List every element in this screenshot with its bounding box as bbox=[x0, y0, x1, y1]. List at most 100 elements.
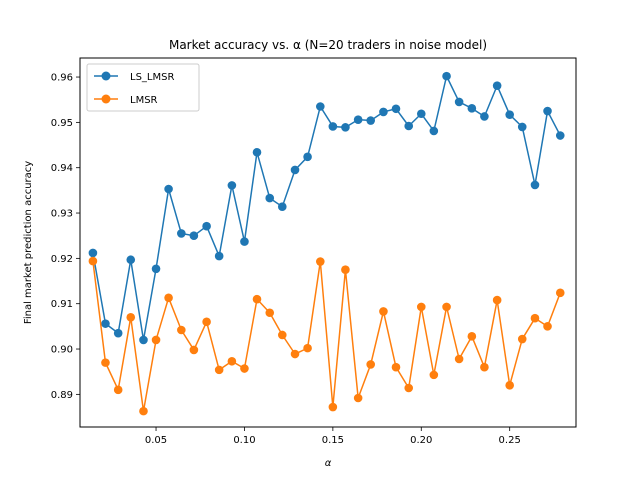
data-point-lmsr bbox=[442, 302, 451, 312]
data-point-ls-lmsr bbox=[454, 97, 464, 107]
data-point-ls-lmsr bbox=[151, 264, 161, 274]
y-tick-label: 0.95 bbox=[51, 118, 73, 129]
data-point-lmsr bbox=[151, 335, 161, 345]
y-axis: 0.89 0.90 0.91 0.92 0.93 0.94 0.95 0.96 bbox=[51, 73, 80, 401]
data-point-ls-lmsr bbox=[480, 112, 489, 121]
data-point-lmsr bbox=[404, 383, 414, 393]
legend: LS_LMSR LMSR bbox=[86, 63, 200, 112]
x-tick-label: 0.15 bbox=[322, 435, 344, 446]
data-point-lmsr bbox=[252, 294, 262, 304]
data-point-lmsr bbox=[454, 354, 464, 364]
data-point-lmsr bbox=[379, 307, 388, 316]
data-point-ls-lmsr bbox=[101, 319, 110, 328]
data-point-ls-lmsr bbox=[277, 202, 287, 211]
data-point-ls-lmsr bbox=[366, 116, 376, 125]
data-point-lmsr bbox=[366, 360, 376, 369]
data-point-ls-lmsr bbox=[227, 181, 237, 190]
data-point-lmsr bbox=[353, 393, 363, 403]
data-point-ls-lmsr bbox=[543, 106, 552, 116]
data-point-ls-lmsr bbox=[303, 152, 312, 162]
x-tick-label: 0.25 bbox=[499, 435, 521, 446]
data-point-lmsr bbox=[328, 402, 338, 412]
data-point-lmsr bbox=[303, 343, 312, 353]
data-point-ls-lmsr bbox=[353, 115, 363, 124]
series-line-lmsr bbox=[92, 260, 561, 412]
data-point-lmsr bbox=[139, 406, 148, 416]
data-point-lmsr bbox=[467, 332, 477, 341]
data-point-ls-lmsr bbox=[429, 126, 439, 136]
data-point-lmsr bbox=[113, 385, 123, 395]
y-tick-label: 0.89 bbox=[51, 390, 73, 401]
y-tick-label: 0.96 bbox=[51, 73, 73, 84]
data-point-lmsr bbox=[391, 362, 401, 372]
data-point-ls-lmsr bbox=[467, 104, 477, 113]
x-tick-label: 0.20 bbox=[410, 435, 432, 446]
data-point-lmsr bbox=[214, 365, 224, 375]
data-point-ls-lmsr bbox=[416, 109, 426, 119]
data-point-ls-lmsr bbox=[164, 184, 173, 194]
data-point-lmsr bbox=[543, 322, 552, 331]
data-point-ls-lmsr bbox=[214, 251, 224, 261]
data-point-lmsr bbox=[177, 325, 186, 335]
data-point-lmsr bbox=[227, 356, 237, 366]
data-point-ls-lmsr bbox=[379, 107, 388, 117]
data-point-lmsr bbox=[277, 330, 287, 340]
y-tick-label: 0.94 bbox=[51, 163, 73, 174]
data-point-ls-lmsr bbox=[202, 221, 211, 231]
legend-label-lmsr: LMSR bbox=[130, 95, 158, 106]
legend-marker-ls-lmsr bbox=[101, 71, 111, 81]
data-point-lmsr bbox=[505, 380, 514, 390]
data-point-ls-lmsr bbox=[265, 193, 275, 203]
data-point-ls-lmsr bbox=[252, 147, 262, 157]
x-tick-label: 0.05 bbox=[145, 435, 167, 446]
data-point-ls-lmsr bbox=[492, 81, 502, 90]
data-point-lmsr bbox=[530, 313, 540, 323]
data-point-lmsr bbox=[492, 295, 502, 305]
x-tick-label: 0.10 bbox=[233, 435, 255, 446]
legend-label-ls-lmsr: LS_LMSR bbox=[130, 72, 174, 83]
data-point-ls-lmsr bbox=[442, 71, 451, 81]
data-point-ls-lmsr bbox=[177, 229, 186, 238]
data-point-lmsr bbox=[290, 349, 300, 359]
series-layer bbox=[88, 71, 565, 416]
y-tick-label: 0.92 bbox=[51, 254, 73, 265]
plot-frame bbox=[79, 57, 577, 428]
chart-title: Market accuracy vs. α (N=20 traders in n… bbox=[169, 38, 487, 52]
data-point-lmsr bbox=[341, 265, 350, 275]
data-point-ls-lmsr bbox=[316, 102, 325, 111]
data-point-lmsr bbox=[265, 308, 275, 318]
data-point-ls-lmsr bbox=[240, 237, 249, 246]
data-point-ls-lmsr bbox=[555, 131, 565, 140]
y-tick-label: 0.93 bbox=[51, 209, 73, 220]
data-point-lmsr bbox=[517, 334, 527, 344]
data-point-ls-lmsr bbox=[505, 110, 514, 119]
y-tick-label: 0.90 bbox=[51, 345, 73, 356]
data-point-ls-lmsr bbox=[290, 165, 300, 175]
data-point-ls-lmsr bbox=[139, 335, 148, 345]
data-point-ls-lmsr bbox=[404, 121, 414, 131]
data-point-lmsr bbox=[480, 362, 489, 372]
data-point-ls-lmsr bbox=[126, 255, 136, 265]
data-point-lmsr bbox=[202, 317, 211, 327]
legend-marker-lmsr bbox=[101, 94, 111, 104]
x-axis-label: α bbox=[325, 458, 332, 469]
data-point-ls-lmsr bbox=[328, 122, 338, 131]
data-point-ls-lmsr bbox=[530, 180, 540, 190]
data-point-ls-lmsr bbox=[341, 123, 350, 132]
x-axis: 0.05 0.10 0.15 0.20 0.25 bbox=[145, 427, 521, 446]
data-point-lmsr bbox=[240, 364, 249, 373]
data-point-lmsr bbox=[189, 345, 199, 355]
data-point-ls-lmsr bbox=[113, 328, 123, 338]
data-point-lmsr bbox=[126, 313, 136, 322]
data-point-lmsr bbox=[429, 370, 439, 380]
data-point-ls-lmsr bbox=[88, 248, 98, 258]
data-point-lmsr bbox=[101, 358, 110, 367]
data-point-lmsr bbox=[416, 302, 426, 312]
y-tick-label: 0.91 bbox=[51, 299, 73, 310]
data-point-ls-lmsr bbox=[189, 231, 199, 240]
data-point-ls-lmsr bbox=[517, 122, 527, 132]
data-point-ls-lmsr bbox=[391, 104, 401, 114]
data-point-lmsr bbox=[88, 256, 98, 266]
y-axis-label: Final market prediction accuracy bbox=[23, 161, 34, 324]
